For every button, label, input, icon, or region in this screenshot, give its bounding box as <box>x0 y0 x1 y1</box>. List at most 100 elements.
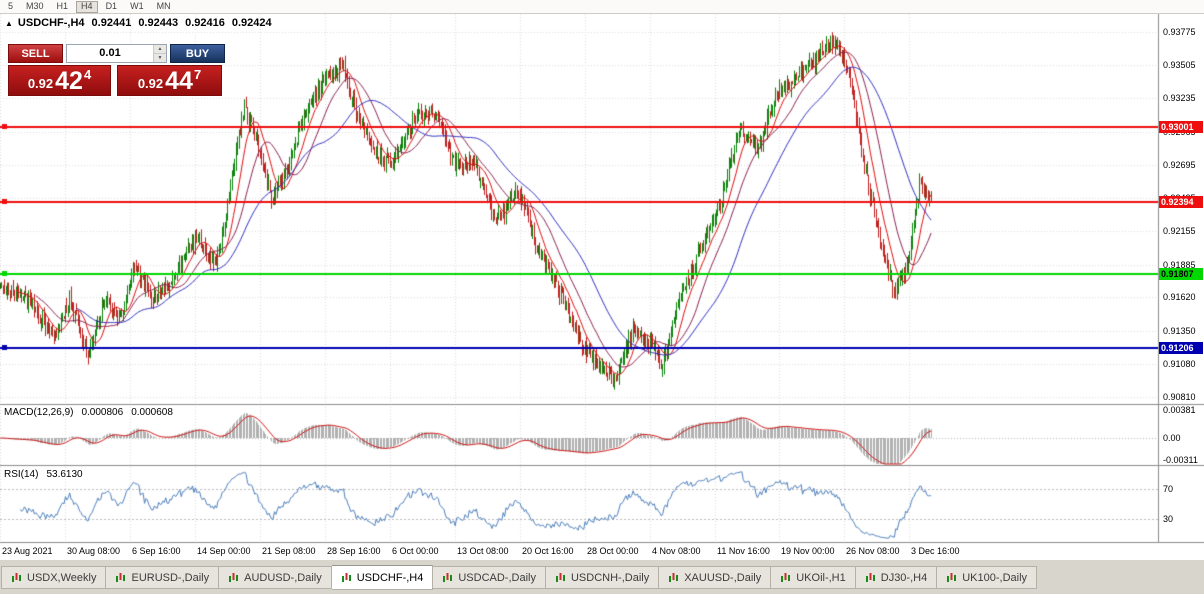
tab-chart-icon <box>555 572 566 583</box>
volume-value[interactable]: 0.01 <box>99 47 121 59</box>
chart-tab-xauusd-daily[interactable]: XAUUSD-,Daily <box>659 566 772 589</box>
time-axis-label: 11 Nov 16:00 <box>717 546 770 556</box>
chart-tabs-bar: USDX,Weekly EURUSD-,Daily AUDUSD-,Daily USD… <box>0 560 1204 594</box>
price-axis-label: 0.90810 <box>1163 391 1196 402</box>
timeframe-toolbar: 5 M30 H1 H4 D1 W1 MN <box>0 0 1204 14</box>
time-axis-label: 13 Oct 08:00 <box>457 546 509 556</box>
tab-chart-icon <box>115 572 126 583</box>
one-click-panel-toggle-icon[interactable]: ▲ <box>5 18 13 28</box>
price-axis-label: 0.93505 <box>1163 60 1196 71</box>
price-axis-label: 0.92155 <box>1163 226 1196 237</box>
price-axis-label: 0.92695 <box>1163 159 1196 170</box>
timeframe-button-h1[interactable]: H1 <box>52 1 74 13</box>
tab-chart-icon <box>668 572 679 583</box>
indicator-axis-label: 70 <box>1163 483 1174 494</box>
chart-tab-usdchf-h4[interactable]: USDCHF-,H4 <box>331 565 434 590</box>
timeframe-button-m30[interactable]: M30 <box>21 1 49 13</box>
timeframe-button-w1[interactable]: W1 <box>125 1 149 13</box>
time-axis-label: 28 Oct 00:00 <box>587 546 639 556</box>
price-axis-label: 0.93235 <box>1163 93 1196 104</box>
price-axis-label: 0.93775 <box>1163 27 1196 37</box>
time-axis-label: 6 Sep 16:00 <box>132 546 181 556</box>
tab-chart-icon <box>946 572 957 583</box>
time-axis-label: 21 Sep 08:00 <box>262 546 316 556</box>
time-axis-label: 4 Nov 08:00 <box>652 546 701 556</box>
quote-high: 0.92443 <box>138 17 179 29</box>
time-axis-label: 28 Sep 16:00 <box>327 546 381 556</box>
tab-chart-icon <box>865 572 876 583</box>
sell-price-fraction: 4 <box>83 67 92 82</box>
chart-tab-usdcad-daily[interactable]: USDCAD-,Daily <box>433 566 546 589</box>
tab-label: UKOil-,H1 <box>796 571 846 584</box>
indicator-axis-label: -0.00311 <box>1163 455 1198 465</box>
macd-indicator-label: MACD(12,26,9) 0.000806 0.000608 <box>4 407 173 418</box>
quote-open: 0.92441 <box>91 17 132 29</box>
timeframe-button-h4[interactable]: H4 <box>76 0 98 13</box>
quote-low: 0.92416 <box>185 17 225 29</box>
chart-tab-ukoil-h1[interactable]: UKOil-,H1 <box>771 566 856 589</box>
tab-label: USDCNH-,Daily <box>570 571 650 584</box>
buy-price-prefix: 0.92 <box>137 76 164 91</box>
rsi-value: 53.6130 <box>46 469 83 480</box>
tab-label: AUDUSD-,Daily <box>244 571 322 584</box>
time-axis-label: 14 Sep 00:00 <box>197 546 251 556</box>
macd-value-main: 0.000806 <box>81 407 124 418</box>
time-axis-label: 30 Aug 08:00 <box>67 546 121 556</box>
tab-label: UK100-,Daily <box>962 571 1028 584</box>
tab-label: USDCHF-,H4 <box>356 571 424 584</box>
indicator-axis-label: 0.00 <box>1163 433 1181 444</box>
chart-tab-eurusd-daily[interactable]: EURUSD-,Daily <box>106 566 220 589</box>
tab-chart-icon <box>442 572 453 583</box>
macd-name: MACD(12,26,9) <box>4 407 74 418</box>
buy-button[interactable]: BUY <box>170 44 225 63</box>
time-axis-label: 20 Oct 16:00 <box>522 546 574 556</box>
price-line-badge: 0.93001 <box>1159 121 1203 134</box>
chart-tab-usdx-weekly[interactable]: USDX,Weekly <box>1 566 107 589</box>
tab-label: EURUSD-,Daily <box>131 571 210 584</box>
buy-price-fraction: 7 <box>193 67 202 82</box>
sell-price-pips: 42 <box>55 67 83 95</box>
timeframe-button-mn[interactable]: MN <box>152 1 176 13</box>
indicator-axis-label: 0.00381 <box>1163 405 1196 415</box>
sell-price-display[interactable]: 0.92 42 4 <box>8 65 111 96</box>
volume-field[interactable]: 0.01 ▲ ▼ <box>66 44 167 63</box>
chart-tab-audusd-daily[interactable]: AUDUSD-,Daily <box>219 566 332 589</box>
tab-label: USDCAD-,Daily <box>458 571 536 584</box>
buy-price-pips: 44 <box>165 67 193 95</box>
tab-chart-icon <box>780 572 791 583</box>
price-axis-label: 0.91620 <box>1163 292 1196 303</box>
tab-label: XAUUSD-,Daily <box>684 571 762 584</box>
one-click-trading-panel: SELL 0.01 ▲ ▼ BUY 0.92 42 4 0.92 44 7 <box>8 44 225 96</box>
price-axis-label: 0.91885 <box>1163 259 1196 270</box>
sell-price-prefix: 0.92 <box>27 76 54 91</box>
price-line-badge: 0.91807 <box>1159 268 1203 281</box>
time-axis-label: 23 Aug 2021 <box>2 546 53 556</box>
rsi-indicator-label: RSI(14) 53.6130 <box>4 469 83 480</box>
volume-increase-button[interactable]: ▲ <box>154 45 166 54</box>
time-axis-label: 26 Nov 08:00 <box>846 546 900 556</box>
timeframe-button-d1[interactable]: D1 <box>101 1 123 13</box>
sell-button[interactable]: SELL <box>8 44 63 63</box>
chart-tab-uk100-daily[interactable]: UK100-,Daily <box>937 566 1038 589</box>
timeframe-button-5[interactable]: 5 <box>3 1 18 13</box>
macd-value-signal: 0.000608 <box>131 407 173 418</box>
indicator-axis-label: 30 <box>1163 514 1174 525</box>
symbol-period-label: USDCHF-,H4 <box>17 17 85 29</box>
rsi-name: RSI(14) <box>4 469 39 480</box>
quote-close: 0.92424 <box>231 17 272 29</box>
tab-chart-icon <box>228 572 239 583</box>
price-line-badge: 0.92394 <box>1159 196 1203 208</box>
time-axis-label: 3 Dec 16:00 <box>911 546 960 556</box>
time-axis-label: 6 Oct 00:00 <box>392 546 439 556</box>
time-axis-label: 19 Nov 00:00 <box>781 546 835 556</box>
tab-label: DJ30-,H4 <box>880 571 928 584</box>
volume-stepper: ▲ ▼ <box>153 45 166 62</box>
price-axis-label: 0.91350 <box>1163 325 1196 336</box>
price-axis-label: 0.91080 <box>1163 358 1196 369</box>
chart-tab-usdcnh-daily[interactable]: USDCNH-,Daily <box>545 566 660 589</box>
buy-price-display[interactable]: 0.92 44 7 <box>117 65 222 96</box>
price-line-badge: 0.91206 <box>1159 342 1203 355</box>
volume-decrease-button[interactable]: ▼ <box>154 54 166 62</box>
chart-tab-dj30-h4[interactable]: DJ30-,H4 <box>855 566 938 589</box>
